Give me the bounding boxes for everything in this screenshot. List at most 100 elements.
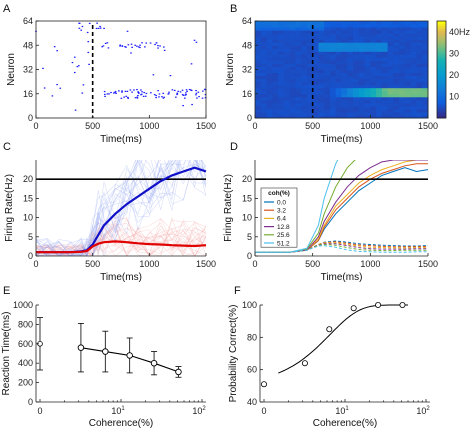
loser-trial-trace (36, 227, 206, 256)
rate-lines (255, 160, 428, 253)
heatmap-cell (347, 42, 354, 46)
heatmap-cell (399, 51, 406, 55)
spike (140, 89, 142, 91)
spike (77, 65, 80, 67)
heatmap-cell (376, 99, 383, 104)
heatmap-cell (266, 63, 273, 67)
heatmap-cell (364, 96, 371, 101)
heatmap-cell (335, 90, 342, 95)
heatmap-cell (278, 96, 285, 101)
heatmap-cell (370, 90, 377, 95)
heatmap-cell (347, 81, 354, 86)
y-axis-label: Firing Rate(Hz) (223, 174, 234, 242)
heatmap-cell (399, 75, 406, 80)
mean-loser-line (36, 240, 207, 254)
heatmap-cell (278, 33, 285, 37)
heatmap-cell (289, 66, 296, 70)
heatmap-cell (404, 75, 412, 80)
heatmap-cell (278, 66, 285, 70)
heatmap-cell (422, 33, 429, 37)
heatmap-cell (370, 48, 377, 52)
heatmap-cell (260, 108, 268, 113)
heatmap-cell (399, 33, 406, 37)
heatmap-cell (404, 84, 412, 89)
heatmap-cell (289, 51, 296, 55)
spike (73, 56, 76, 58)
heatmap-cell (272, 36, 279, 40)
heatmap-cell (410, 27, 417, 31)
heatmap-cell (422, 66, 429, 70)
panel-f-accuracy: F Coherence(%) Probability Correct(%) 0 101 1… (228, 285, 430, 429)
heatmap-cell (347, 99, 354, 104)
x-tick-label: 1500 (196, 259, 216, 269)
spike (81, 25, 84, 28)
y-tick-label: 5 (28, 232, 33, 242)
heatmap-cell (399, 27, 406, 31)
heatmap-cell (341, 45, 348, 49)
heatmap-cell (329, 36, 337, 40)
heatmap-cell (347, 111, 354, 116)
heatmap-cell (387, 72, 394, 77)
heatmap-cell (416, 33, 423, 37)
loser-line (255, 241, 428, 253)
heatmap-cell (387, 114, 394, 119)
heatmap-cell (364, 111, 371, 116)
heatmap-cell (376, 33, 383, 37)
heatmap-cell (364, 27, 371, 31)
heatmap-cell (399, 60, 406, 64)
heatmap-cell (341, 48, 348, 52)
heatmap-cell (341, 21, 348, 25)
heatmap-cell (260, 30, 268, 34)
colorbar-step (437, 96, 446, 100)
heatmap-cell (255, 108, 262, 113)
heatmap-cell (324, 90, 331, 95)
heatmap-cell (312, 84, 319, 89)
heatmap-cell (364, 93, 371, 98)
heatmap-cell (278, 57, 285, 61)
heatmap-cell (260, 84, 268, 89)
heatmap-cell (255, 48, 262, 52)
heatmap-cell (278, 102, 285, 107)
spike (131, 91, 133, 93)
heatmap-cell (318, 99, 325, 104)
colorbar-tick-label: 10 (449, 91, 459, 101)
heatmap-cell (272, 63, 279, 67)
heatmap-cell (404, 66, 412, 70)
heatmap-cell (260, 39, 268, 43)
heatmap-cell (255, 42, 262, 46)
heatmap-cell (324, 45, 331, 49)
heatmap-cell (341, 51, 348, 55)
spike (157, 45, 159, 47)
heatmap-cell (399, 78, 406, 83)
heatmap-cell (381, 39, 389, 43)
spike (175, 96, 177, 98)
heatmap-cell (410, 108, 417, 113)
colorbar-step (437, 108, 446, 112)
y-tick-label: 60 (247, 365, 257, 375)
spike (184, 92, 187, 94)
heatmap-cell (272, 72, 279, 77)
heatmap-cell (387, 108, 394, 113)
heatmap-cell (410, 21, 417, 25)
heatmap-cell (422, 90, 429, 95)
heatmap-cell (416, 93, 423, 98)
heatmap-cell (301, 84, 308, 89)
heatmap-cell (295, 90, 302, 95)
heatmap-cell (278, 78, 285, 83)
spike (143, 91, 145, 94)
spike (53, 46, 56, 48)
heatmap-cell (324, 66, 331, 70)
heatmap-cell (422, 42, 429, 46)
heatmap-cell (301, 24, 308, 28)
heatmap-cell (295, 36, 302, 40)
heatmap-cells (255, 21, 429, 119)
heatmap-cell (370, 63, 377, 67)
heatmap-cell (399, 21, 406, 25)
spike (181, 93, 184, 96)
heatmap-cell (301, 51, 308, 55)
heatmap-cell (370, 69, 377, 74)
heatmap-cell (381, 24, 389, 28)
heatmap-cell (329, 48, 337, 52)
loser-trial-trace (36, 223, 206, 256)
heatmap-cell (289, 69, 296, 74)
